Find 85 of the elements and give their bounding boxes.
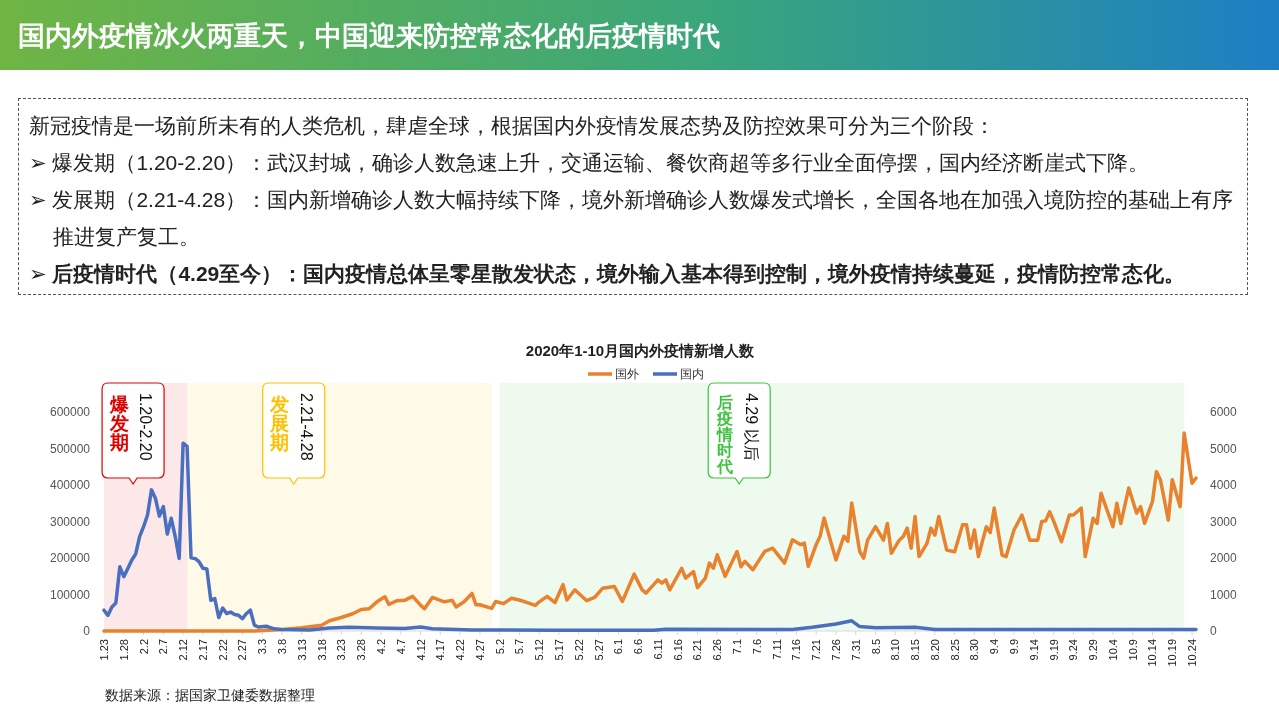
band-label: 发展期 (269, 394, 290, 454)
x-tick-label: 5.12 (533, 639, 546, 661)
text: ➢ 发展期（2.21-4.28）：国内新增确诊人数大幅持续下降，境外新增确诊人数爆发式增长，全国各地在加强入境防控的基础上有序推进复产复工。 (29, 187, 1235, 250)
x-tick-label: 1.23 (98, 639, 110, 661)
x-tick-label: 6.16 (671, 639, 684, 661)
x-tick-label: 2.27 (236, 639, 249, 661)
x-tick-label: 6.1 (612, 639, 625, 655)
y2-tick-label: 0 (1210, 624, 1217, 638)
x-tick-label: 3.8 (276, 639, 289, 655)
y2-tick-label: 4000 (1210, 478, 1238, 493)
x-tick-label: 3.23 (335, 639, 348, 661)
text: ➢ 爆发期（1.20-2.20）：武汉封城，确诊人数急速上升，交通运输、餐饮商超等多行业全面停摆，国内经济断崖式下降。 (29, 150, 1151, 176)
x-tick-label: 9.29 (1087, 639, 1100, 661)
x-tick-label: 8.30 (968, 639, 981, 661)
x-tick-label: 10.19 (1166, 639, 1179, 667)
text: ➢ 后疫情时代（4.29至今）：国内疫情总体呈零星散发状态，境外输入基本得到控制，境外疫情持续蔓延，疫情防控常态化。 (29, 261, 1187, 287)
x-tick-label: 6.11 (651, 639, 664, 660)
band-label: 后疫情时代 (716, 394, 734, 475)
y2-tick-label: 5000 (1210, 441, 1238, 456)
x-tick-label: 5.7 (513, 639, 526, 655)
x-tick-label: 9.19 (1047, 639, 1060, 661)
y-tick-label: 100000 (49, 587, 91, 602)
x-tick-label: 7.26 (829, 639, 842, 661)
x-tick-label: 10.9 (1126, 639, 1139, 661)
x-tick-label: 4.12 (414, 639, 427, 661)
y2-tick-label: 1000 (1210, 587, 1238, 602)
y-tick-label: 0 (83, 624, 91, 638)
legend-label: 国外 (615, 367, 639, 381)
legend-label: 国内 (680, 367, 704, 381)
x-tick-label: 5.2 (493, 639, 506, 655)
x-tick-label: 6.21 (691, 639, 704, 661)
x-tick-label: 9.24 (1067, 639, 1080, 661)
x-tick-label: 2.12 (177, 639, 190, 661)
annotation: 4.29 以后 (743, 393, 761, 461)
x-tick-label: 9.9 (1008, 639, 1020, 655)
x-tick-label: 7.16 (790, 639, 803, 661)
y-tick-label: 300000 (49, 514, 91, 529)
x-tick-label: 6.6 (632, 639, 645, 655)
x-tick-label: 7.31 (849, 639, 862, 661)
text: 新冠疫情是一场前所未有的人类危机，肆虐全球，根据国内外疫情发展态势及防控效果可分为三个阶段： (29, 113, 996, 139)
chart-subtitle: 2020年1-10月国内外疫情新增人数 (525, 342, 756, 359)
x-tick-label: 5.17 (553, 639, 565, 661)
y2-tick-label: 3000 (1210, 514, 1238, 529)
annotation: 1.20-2.20 (137, 393, 155, 461)
x-tick-label: 1.28 (117, 639, 130, 661)
x-tick-label: 3.28 (355, 639, 368, 661)
y-tick-label: 400000 (49, 478, 91, 493)
x-tick-label: 8.25 (948, 639, 961, 661)
source-note: 数据来源：据国家卫健委数据整理 (105, 687, 315, 705)
x-tick-label: 9.4 (988, 639, 1001, 655)
x-tick-label: 4.2 (374, 639, 387, 655)
chart-title: 国内外疫情冰火两重天，中国迎来防控常态化的后疫情时代 (18, 20, 720, 53)
x-tick-label: 8.5 (869, 639, 882, 655)
x-tick-label: 8.15 (909, 639, 922, 661)
x-tick-label: 4.22 (454, 639, 467, 661)
y2-tick-label: 2000 (1210, 551, 1238, 566)
x-tick-label: 6.26 (711, 639, 724, 661)
band-label: 爆发期 (108, 394, 129, 454)
y-tick-label: 500000 (49, 441, 91, 456)
x-tick-label: 2.17 (196, 639, 209, 661)
x-tick-label: 5.27 (592, 639, 605, 661)
annotation: 2.21-4.28 (297, 393, 315, 461)
x-tick-label: 7.21 (810, 639, 823, 661)
x-tick-label: 5.22 (572, 639, 585, 661)
x-tick-label: 7.1 (731, 639, 744, 655)
x-tick-label: 10.14 (1146, 639, 1159, 667)
y-tick-label: 200000 (49, 551, 91, 566)
x-tick-label: 4.17 (434, 639, 447, 661)
x-tick-label: 10.4 (1106, 639, 1119, 661)
x-tick-label: 8.20 (928, 639, 941, 661)
x-tick-label: 4.7 (394, 639, 407, 655)
x-tick-label: 2.7 (157, 639, 170, 655)
x-tick-label: 8.10 (889, 639, 902, 661)
x-tick-label: 4.27 (473, 639, 486, 661)
x-tick-label: 7.11 (770, 639, 783, 660)
x-tick-label: 2.22 (216, 639, 229, 661)
x-tick-label: 10.24 (1186, 639, 1199, 667)
x-tick-label: 2.2 (137, 639, 150, 655)
x-tick-label: 3.13 (295, 639, 308, 661)
x-tick-label: 3.18 (315, 639, 328, 661)
y2-tick-label: 6000 (1210, 405, 1238, 420)
y-tick-label: 600000 (49, 405, 91, 420)
x-tick-label: 9.14 (1027, 639, 1040, 661)
x-tick-label: 3.3 (256, 639, 269, 655)
x-tick-label: 7.6 (750, 639, 763, 655)
